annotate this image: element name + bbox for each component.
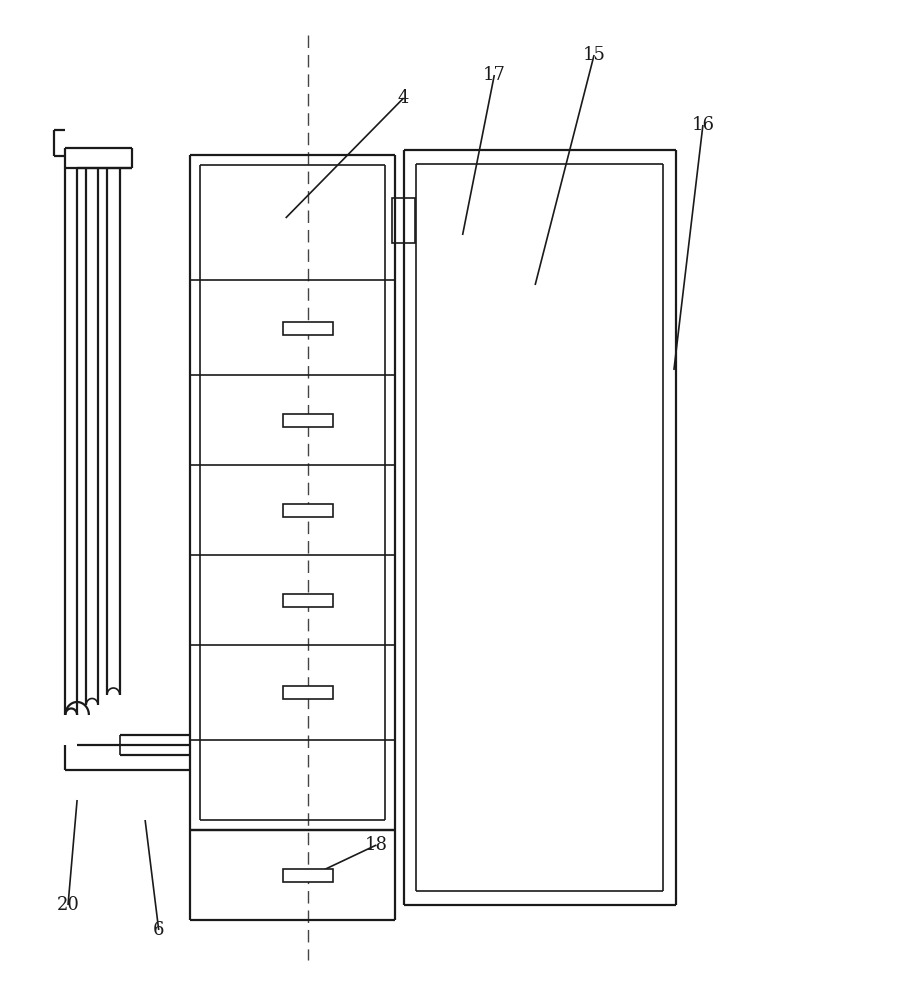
Text: 4: 4 bbox=[398, 89, 409, 107]
Bar bbox=[283, 593, 334, 606]
Text: 16: 16 bbox=[691, 116, 715, 134]
Bar bbox=[392, 198, 415, 243]
Text: 20: 20 bbox=[56, 896, 80, 914]
Bar bbox=[283, 414, 334, 426]
Text: 6: 6 bbox=[153, 921, 164, 939]
Text: 15: 15 bbox=[582, 46, 606, 64]
Bar bbox=[283, 322, 334, 334]
Bar bbox=[283, 686, 334, 698]
Bar bbox=[283, 868, 334, 882]
Bar bbox=[283, 504, 334, 517]
Text: 17: 17 bbox=[483, 66, 506, 84]
Text: 18: 18 bbox=[365, 836, 388, 854]
